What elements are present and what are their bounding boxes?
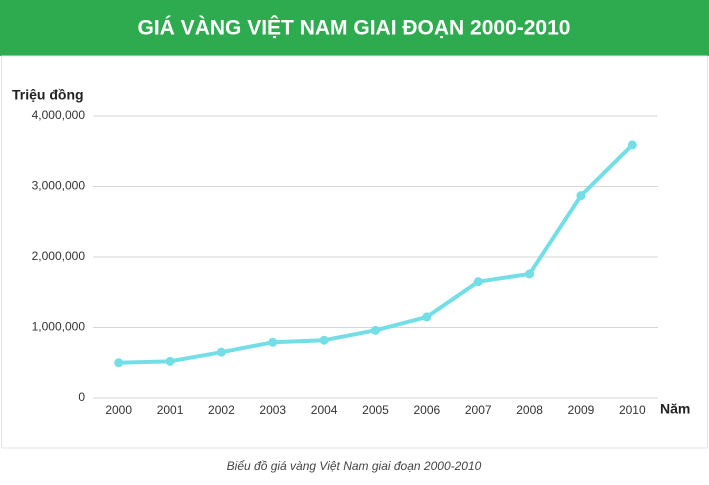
chart-card <box>1 55 708 449</box>
data-point <box>114 358 124 368</box>
chart-title: GIÁ VÀNG VIỆT NAM GIAI ĐOẠN 2000-2010 <box>138 16 571 40</box>
x-tick-label: 2005 <box>362 403 389 417</box>
data-point <box>371 325 380 335</box>
y-tick-label: 4,000,000 <box>32 108 86 122</box>
y-tick-label: 3,000,000 <box>32 179 86 193</box>
x-axis-title: Năm <box>660 401 690 417</box>
x-tick-label: 2001 <box>157 403 184 417</box>
data-point <box>165 356 175 366</box>
y-tick-label: 2,000,000 <box>32 249 86 263</box>
data-point <box>216 347 226 357</box>
caption: Biểu đồ giá vàng Việt Nam giai đoạn 2000… <box>227 459 482 473</box>
y-tick-label: 1,000,000 <box>32 320 86 334</box>
x-tick-label: 2010 <box>619 403 646 417</box>
x-tick-label: 2002 <box>208 403 235 417</box>
data-point <box>576 191 586 201</box>
data-point <box>319 335 329 345</box>
data-point <box>422 312 432 322</box>
y-tick-label: 0 <box>78 390 85 404</box>
data-point <box>268 337 278 347</box>
title-banner <box>0 0 709 56</box>
data-point <box>473 277 483 287</box>
x-tick-label: 2007 <box>465 403 492 417</box>
x-tick-label: 2009 <box>568 403 595 417</box>
x-tick-label: 2006 <box>414 403 441 417</box>
y-axis-title: Triệu đồng <box>12 87 84 103</box>
x-tick-label: 2004 <box>311 403 338 417</box>
data-point <box>627 140 637 150</box>
data-point <box>525 269 535 279</box>
x-tick-label: 2003 <box>259 403 286 417</box>
x-tick-label: 2008 <box>516 403 543 417</box>
x-tick-label: 2000 <box>105 403 132 417</box>
